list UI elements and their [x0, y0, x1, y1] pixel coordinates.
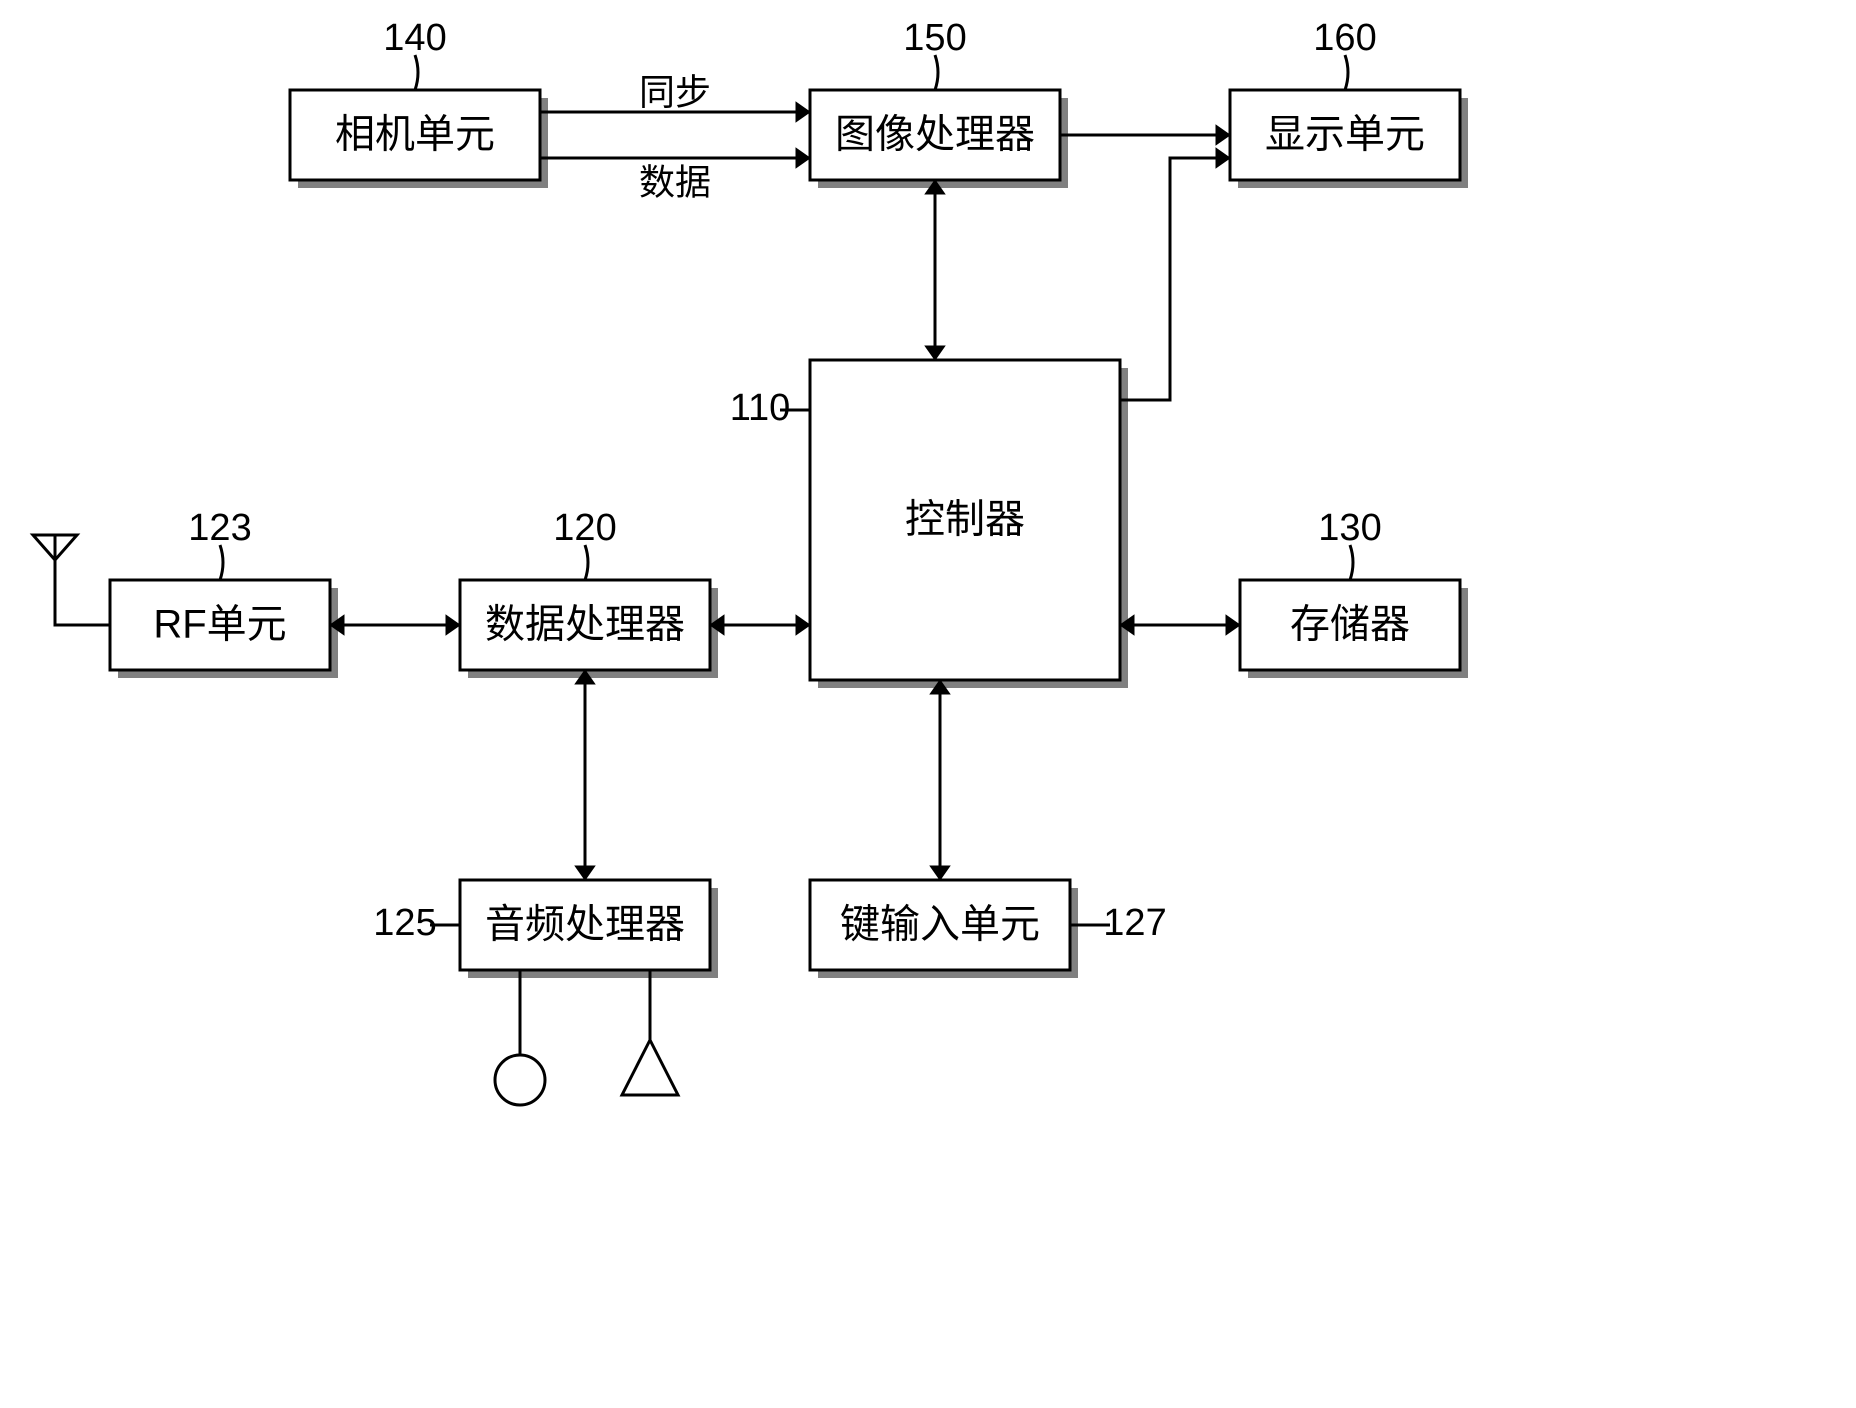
- edge-controller-display: [1120, 158, 1230, 400]
- ref-image_proc: 150: [903, 17, 966, 59]
- block-label-data_proc: 数据处理器: [485, 603, 685, 647]
- block-diagram: 相机单元 140 图像处理器 150 显示单元 160 控制器 110 RF单元 123 数据处理器…: [0, 0, 1856, 1408]
- ref-audio_proc: 125: [373, 902, 436, 944]
- block-label-display: 显示单元: [1265, 113, 1425, 157]
- block-label-camera: 相机单元: [335, 113, 495, 157]
- edge-label-sync: 同步: [639, 72, 711, 113]
- ref-controller: 110: [730, 387, 791, 429]
- block-label-audio_proc: 音频处理器: [485, 903, 685, 947]
- block-label-rf_unit: RF单元: [153, 603, 286, 647]
- ref-key_input: 127: [1103, 902, 1166, 944]
- ref-data_proc: 120: [553, 507, 616, 549]
- block-label-key_input: 键输入单元: [840, 903, 1040, 947]
- ref-rf_unit: 123: [188, 507, 251, 549]
- edge-antenna-rf_unit: [55, 560, 110, 625]
- block-label-image_proc: 图像处理器: [835, 113, 1035, 157]
- block-label-controller: 控制器: [905, 498, 1025, 542]
- ref-memory: 130: [1318, 507, 1381, 549]
- ref-display: 160: [1313, 17, 1376, 59]
- block-label-memory: 存储器: [1290, 603, 1410, 647]
- edge-label-data: 数据: [639, 162, 711, 203]
- mic-icon: [495, 1055, 545, 1105]
- speaker-icon: [622, 1040, 678, 1095]
- ref-camera: 140: [383, 17, 446, 59]
